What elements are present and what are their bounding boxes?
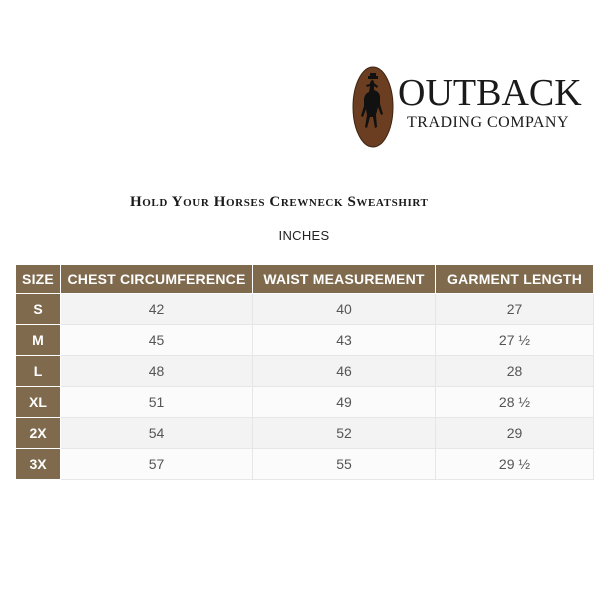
waist-cell: 55 — [252, 448, 436, 480]
length-cell: 29 — [435, 417, 594, 449]
header-length: GARMENT LENGTH — [435, 264, 594, 294]
size-cell: 2X — [15, 417, 61, 449]
size-cell: L — [15, 355, 61, 387]
waist-cell: 46 — [252, 355, 436, 387]
waist-cell: 43 — [252, 324, 436, 356]
brand-logo: OUTBACK TRADING COMPANY — [352, 66, 582, 150]
table-row: M 45 43 27 ½ — [15, 324, 594, 356]
chest-cell: 54 — [60, 417, 253, 449]
size-cell: S — [15, 293, 61, 325]
table-header-row: SIZE CHEST CIRCUMFERENCE WAIST MEASUREME… — [15, 264, 594, 294]
horse-rider-icon — [352, 66, 394, 148]
header-size: SIZE — [15, 264, 61, 294]
size-cell: M — [15, 324, 61, 356]
header-waist: WAIST MEASUREMENT — [252, 264, 436, 294]
brand-subtitle: TRADING COMPANY — [407, 114, 570, 131]
length-cell: 28 ½ — [435, 386, 594, 418]
table-row: L 48 46 28 — [15, 355, 594, 387]
length-cell: 29 ½ — [435, 448, 594, 480]
brand-name: OUTBACK — [398, 72, 582, 114]
chest-cell: 57 — [60, 448, 253, 480]
chest-cell: 45 — [60, 324, 253, 356]
waist-cell: 40 — [252, 293, 436, 325]
header-chest: CHEST CIRCUMFERENCE — [60, 264, 253, 294]
unit-label: INCHES — [278, 228, 330, 243]
length-cell: 27 — [435, 293, 594, 325]
size-chart-table: SIZE CHEST CIRCUMFERENCE WAIST MEASUREME… — [15, 264, 594, 480]
chest-cell: 48 — [60, 355, 253, 387]
waist-cell: 49 — [252, 386, 436, 418]
table-row: 3X 57 55 29 ½ — [15, 448, 594, 480]
length-cell: 27 ½ — [435, 324, 594, 356]
size-cell: 3X — [15, 448, 61, 480]
chest-cell: 51 — [60, 386, 253, 418]
table-row: S 42 40 27 — [15, 293, 594, 325]
waist-cell: 52 — [252, 417, 436, 449]
size-cell: XL — [15, 386, 61, 418]
product-title: Hold Your Horses Crewneck Sweatshirt — [130, 194, 429, 210]
table-row: 2X 54 52 29 — [15, 417, 594, 449]
table-row: XL 51 49 28 ½ — [15, 386, 594, 418]
chest-cell: 42 — [60, 293, 253, 325]
length-cell: 28 — [435, 355, 594, 387]
